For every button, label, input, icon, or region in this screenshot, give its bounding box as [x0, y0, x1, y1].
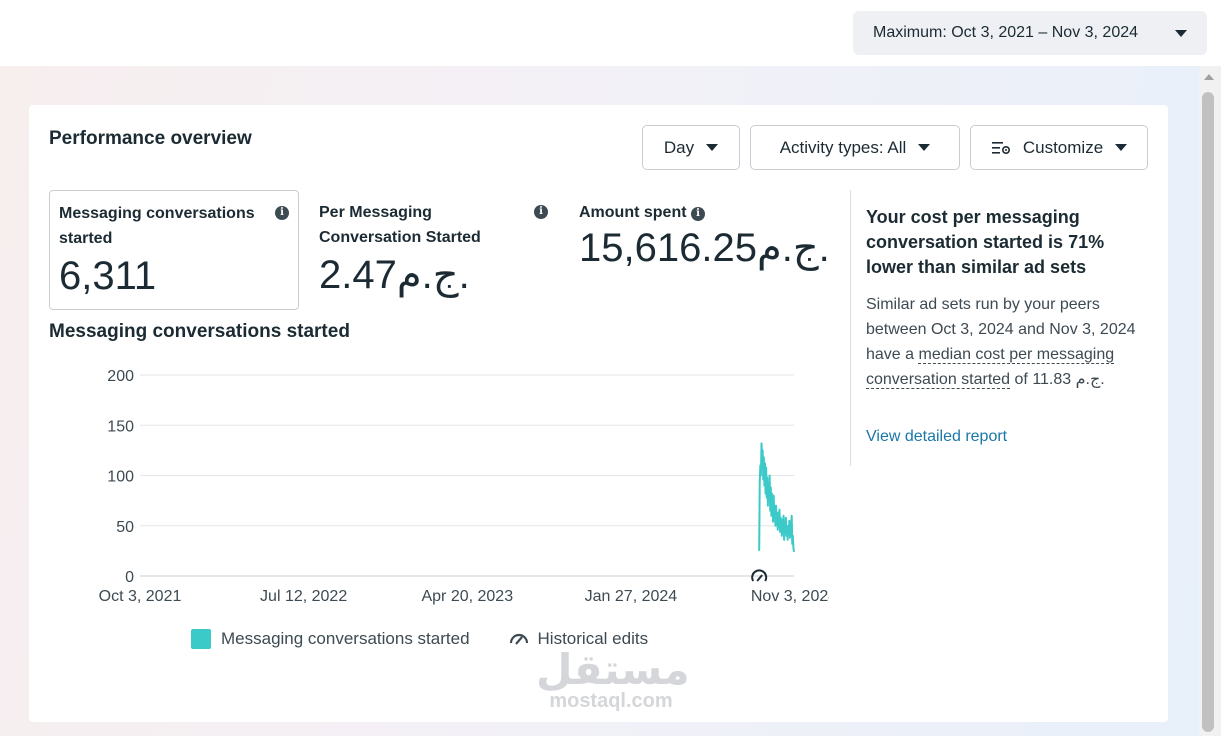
date-range-selector[interactable]: Maximum: Oct 3, 2021 – Nov 3, 2024 [853, 11, 1207, 55]
scroll-up-icon[interactable] [1204, 74, 1214, 80]
chevron-down-icon [1175, 29, 1187, 37]
metric-conversations-started[interactable]: Messaging conversations started i 6,311 [49, 190, 299, 310]
chevron-down-icon [706, 144, 719, 151]
activity-types-dropdown[interactable]: Activity types: All [750, 125, 960, 170]
customize-dropdown[interactable]: Customize [970, 125, 1148, 170]
x-tick-label: Apr 20, 2023 [421, 588, 513, 605]
vertical-divider [850, 190, 851, 466]
metric-label: Per Messaging Conversation Started [319, 204, 481, 246]
insight-body-text: Similar ad sets run by your peers betwee… [866, 296, 1136, 363]
chevron-down-icon [1115, 144, 1128, 151]
historical-edit-marker-icon[interactable] [751, 569, 768, 582]
conversations-line-chart[interactable]: 200 150 100 50 0 Oct 3, 2021 Jul 12, 2022 Apr 2… [69, 360, 829, 615]
metric-cost-per-conversation[interactable]: Per Messaging Conversation Started i 2.4… [319, 200, 554, 298]
insight-body-text-end: of 11.83 ج.م. [1010, 371, 1105, 388]
y-tick-label: 200 [107, 368, 134, 385]
legend-swatch [191, 629, 211, 649]
metric-value: 6,311 [59, 254, 157, 298]
y-tick-label: 100 [107, 469, 134, 486]
top-bar: Maximum: Oct 3, 2021 – Nov 3, 2024 [0, 0, 1221, 66]
date-range-label: Maximum: Oct 3, 2021 – Nov 3, 2024 [873, 24, 1139, 41]
metric-label: Amount spent i [579, 200, 839, 225]
legend-historical-edits[interactable]: Historical edits [508, 629, 649, 649]
x-tick-label: Nov 3, 2024 [751, 588, 829, 605]
metric-label: Messaging conversations started [59, 205, 255, 247]
day-dropdown[interactable]: Day [642, 125, 740, 170]
scrollbar-thumb[interactable] [1202, 92, 1214, 732]
metric-value: 2.47ج.م. [319, 253, 470, 297]
legend-historical-label: Historical edits [537, 629, 649, 648]
card-title: Performance overview [49, 128, 252, 149]
median-cost-tooltip-link[interactable]: median cost per messaging conversation s… [866, 346, 1115, 389]
info-icon[interactable]: i [275, 206, 289, 220]
metric-label-text: Amount spent [579, 204, 687, 221]
historical-edits-icon [509, 633, 528, 645]
x-tick-label: Jan 27, 2024 [585, 588, 678, 605]
day-dropdown-label: Day [663, 137, 695, 157]
insight-headline: Your cost per messaging conversation sta… [866, 207, 1105, 277]
info-icon[interactable]: i [534, 205, 548, 219]
performance-overview-card: Performance overview Day Activity types:… [29, 105, 1168, 722]
customize-label: Customize [1022, 137, 1104, 157]
view-detailed-report-link[interactable]: View detailed report [866, 428, 1008, 445]
series-line [758, 442, 795, 553]
metric-value: 15,616.25ج.م. [579, 226, 830, 270]
chevron-down-icon [918, 144, 931, 151]
x-tick-label: Jul 12, 2022 [260, 588, 347, 605]
insight-body: Similar ad sets run by your peers betwee… [866, 292, 1146, 392]
y-tick-label: 0 [125, 569, 134, 586]
watermark-logo: مستقل mostaql.com [536, 645, 690, 713]
chart-legend: Messaging conversations started Historic… [191, 629, 648, 649]
info-icon[interactable]: i [691, 207, 705, 221]
x-tick-label: Oct 3, 2021 [99, 588, 182, 605]
activity-types-label: Activity types: All [779, 137, 907, 157]
legend-series-label[interactable]: Messaging conversations started [221, 629, 470, 648]
metric-amount-spent[interactable]: Amount spent i 15,616.25ج.م. [579, 200, 839, 271]
y-tick-label: 150 [107, 418, 134, 435]
customize-icon [991, 141, 1010, 154]
chart-title: Messaging conversations started [49, 321, 350, 342]
y-tick-label: 50 [116, 519, 134, 536]
